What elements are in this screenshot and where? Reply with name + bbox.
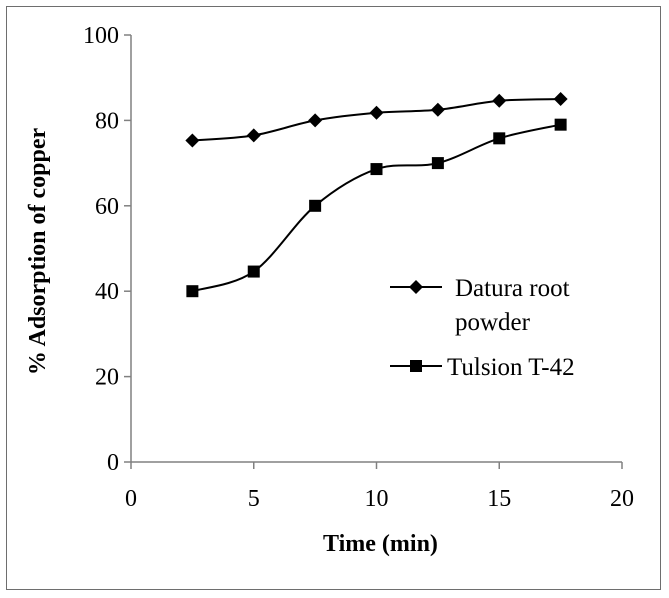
x-axis-title: Time (min)	[323, 531, 438, 557]
data-point	[186, 285, 199, 298]
data-point	[246, 128, 261, 143]
data-point	[493, 132, 506, 145]
data-point	[247, 265, 260, 278]
data-point	[185, 133, 200, 148]
y-tick-label: 60	[95, 194, 119, 220]
data-point	[309, 199, 322, 212]
y-axis-ticks: 0 20 40 60 80 100	[83, 23, 131, 476]
y-tick-label: 0	[107, 450, 119, 476]
x-axis-ticks: 0 5 10 15 20	[125, 462, 634, 512]
x-tick-label: 5	[248, 486, 260, 512]
series-1	[185, 92, 568, 148]
data-point	[554, 118, 567, 131]
y-tick-label: 40	[95, 279, 119, 305]
y-tick-label: 20	[95, 365, 119, 391]
data-point	[369, 105, 384, 120]
legend-item-2: Tulsion T-42	[390, 354, 575, 381]
legend-marker	[409, 280, 423, 294]
series-line	[192, 123, 561, 293]
data-point	[553, 92, 568, 107]
y-axis-title: % Adsorption of copper	[25, 127, 51, 375]
legend-label: Datura root	[455, 275, 570, 302]
data-point	[430, 102, 445, 117]
legend-item-1: Datura root powder	[390, 275, 570, 336]
data-point	[431, 157, 444, 170]
legend: Datura root powder Tulsion T-42	[390, 275, 575, 381]
data-point	[492, 93, 507, 108]
y-tick-label: 80	[95, 108, 119, 134]
y-tick-label: 100	[83, 23, 119, 49]
x-tick-label: 10	[365, 486, 389, 512]
series-group	[185, 92, 568, 298]
x-tick-label: 20	[610, 486, 634, 512]
legend-marker	[410, 360, 422, 372]
chart-frame	[6, 6, 661, 590]
data-point	[308, 113, 323, 128]
x-tick-label: 15	[487, 486, 511, 512]
series-line	[192, 98, 561, 142]
legend-label: powder	[455, 309, 531, 336]
x-tick-label: 0	[125, 486, 137, 512]
data-point	[370, 163, 383, 176]
legend-label: Tulsion T-42	[447, 354, 575, 381]
series-2	[186, 118, 567, 298]
